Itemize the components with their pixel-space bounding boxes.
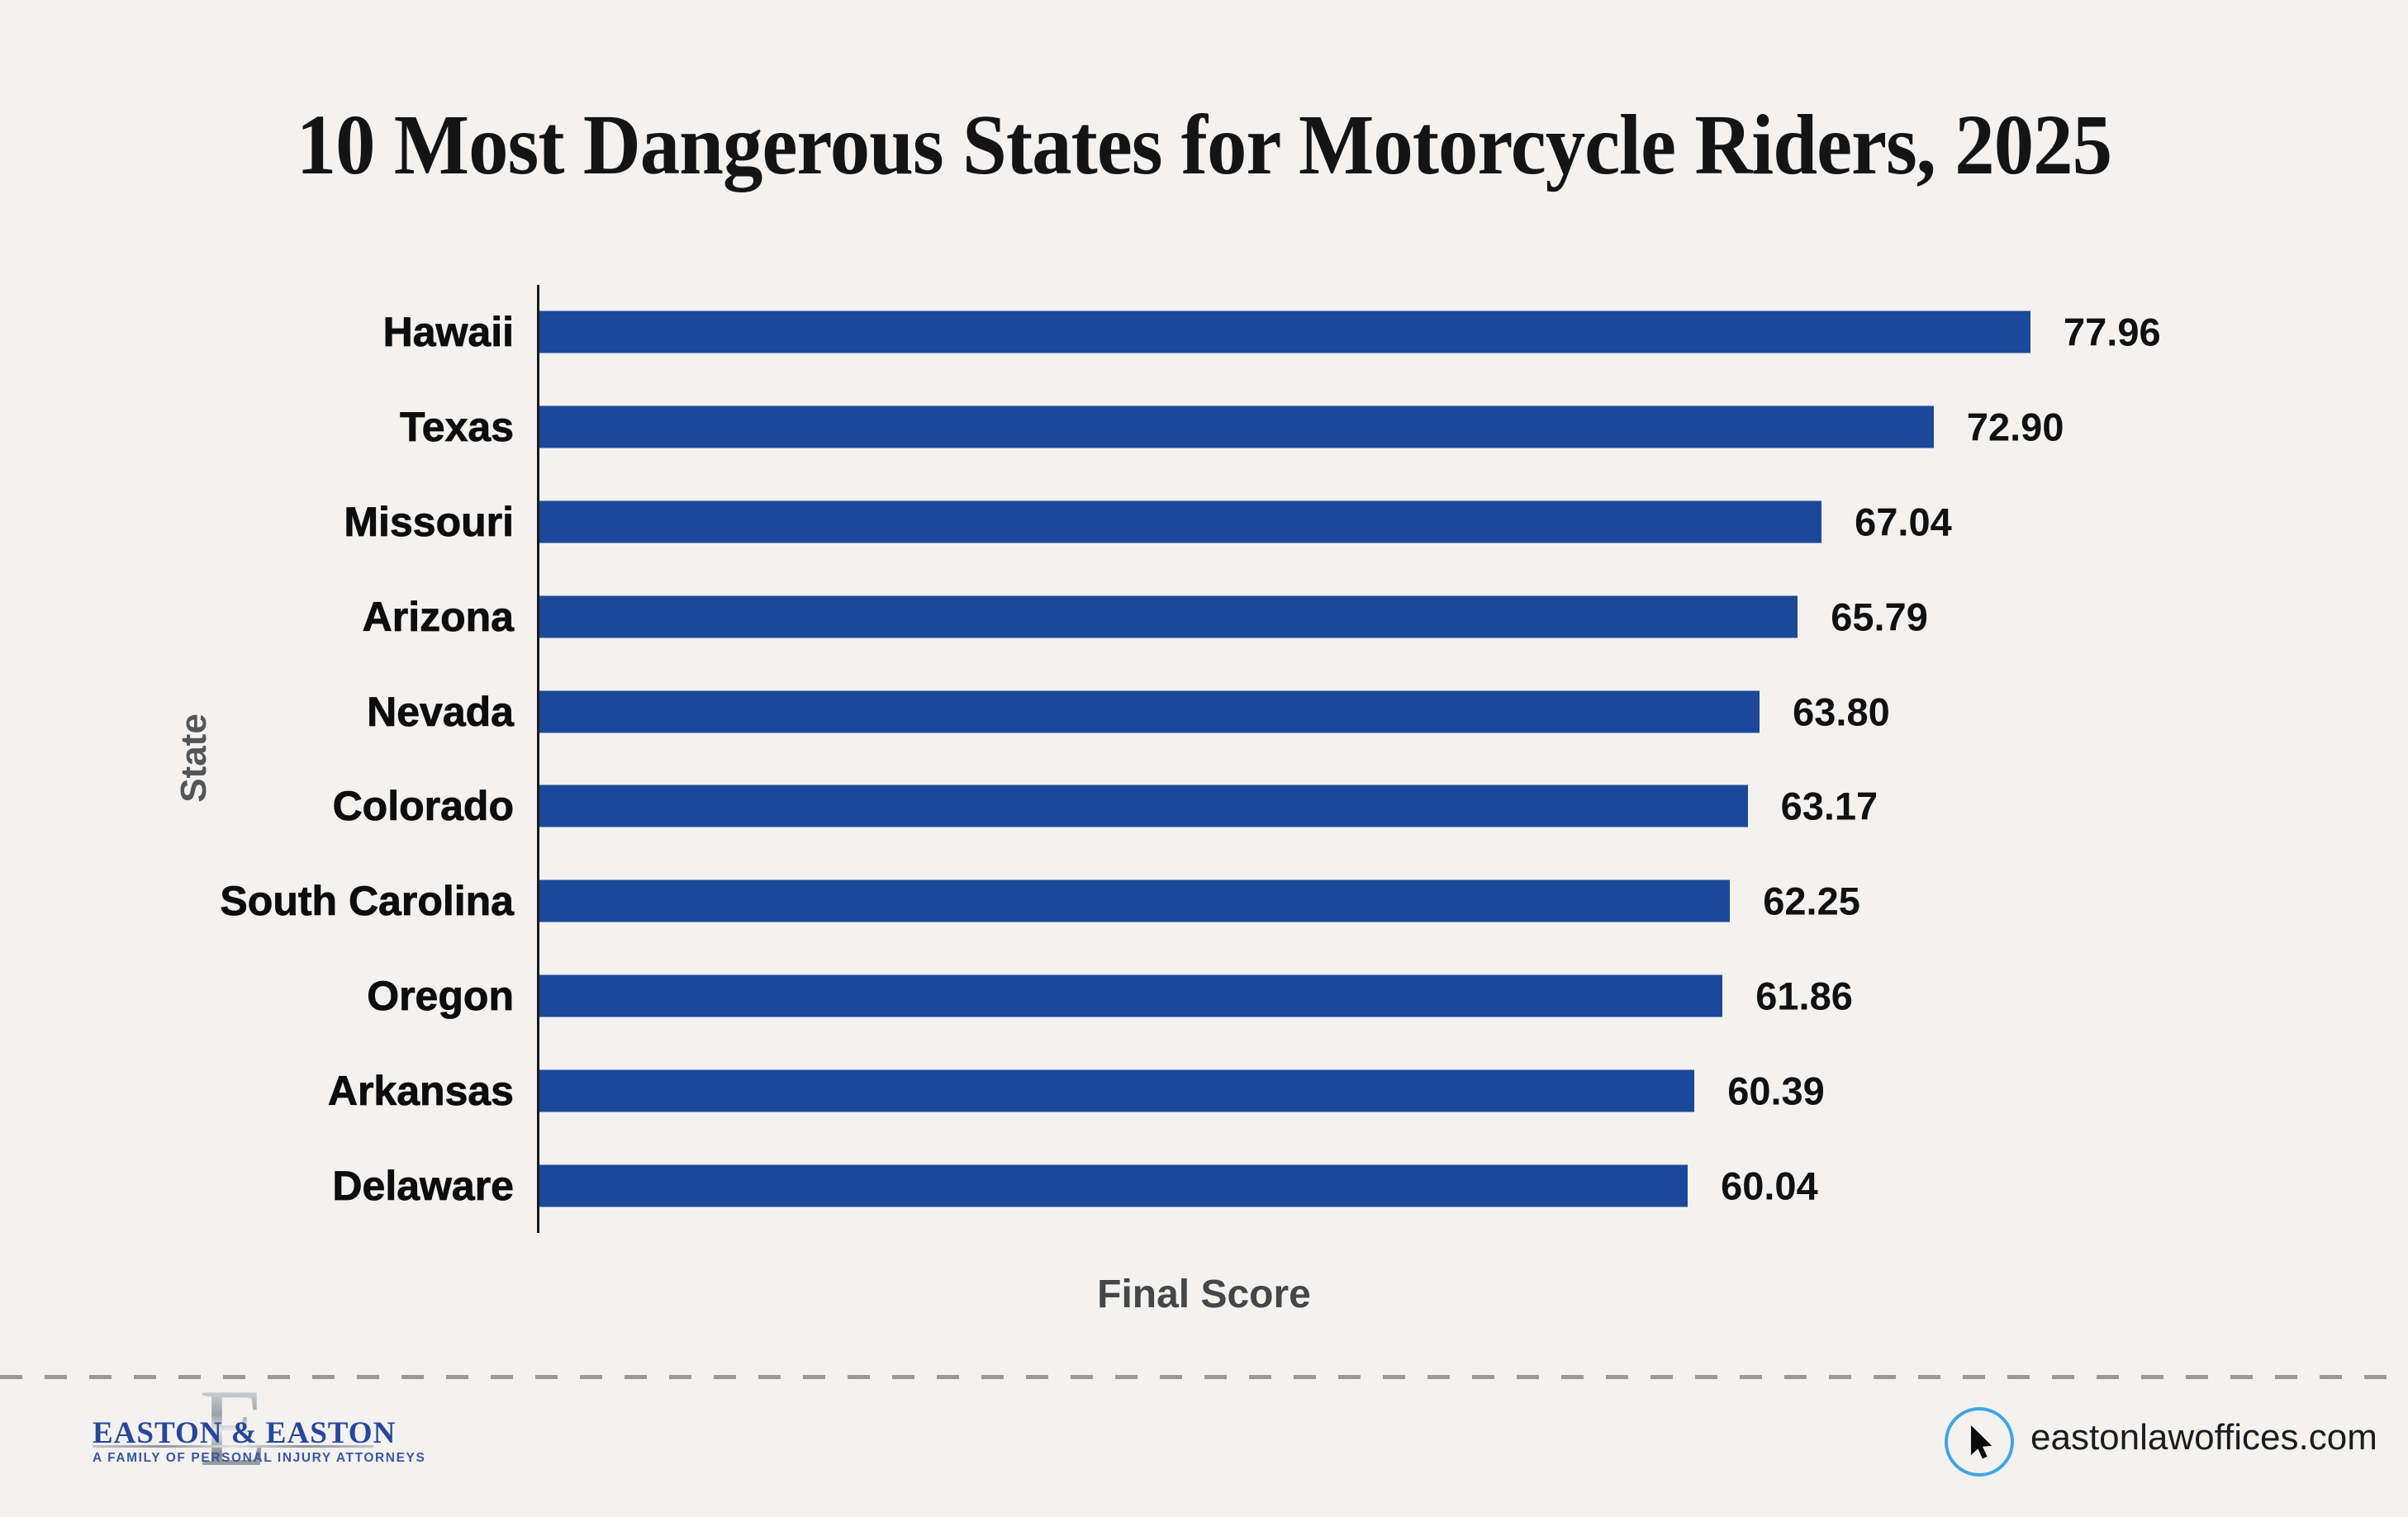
score-bar	[539, 1069, 1695, 1112]
score-value-label: 60.04	[1721, 1164, 1818, 1208]
bar-row: Hawaii 77.96	[0, 285, 2408, 380]
bar-row: Arkansas 60.39	[0, 1043, 2408, 1138]
score-value-label: 72.90	[1966, 405, 2064, 449]
score-bar	[539, 500, 1822, 543]
state-label: Missouri	[344, 498, 514, 546]
state-label: South Carolina	[220, 878, 514, 925]
page-title: 10 Most Dangerous States for Motorcycle …	[0, 96, 2408, 194]
score-bar	[539, 311, 2030, 353]
x-axis-label: Final Score	[1097, 1273, 1311, 1316]
score-bar	[539, 1164, 1688, 1207]
state-label: Delaware	[332, 1162, 514, 1209]
score-value-label: 62.25	[1763, 879, 1860, 923]
bar-row: Colorado 63.17	[0, 759, 2408, 854]
score-value-label: 63.80	[1793, 690, 1890, 734]
cursor-circle	[1945, 1407, 2014, 1477]
state-label: Colorado	[332, 783, 514, 830]
state-label: Nevada	[367, 688, 515, 735]
bar-row: Missouri 67.04	[0, 475, 2408, 570]
logo-wordmark: EASTON & EASTON	[93, 1416, 397, 1450]
state-label: Arizona	[362, 593, 514, 640]
score-value-label: 63.17	[1780, 784, 1878, 828]
score-bar	[539, 690, 1760, 733]
state-label: Arkansas	[327, 1067, 514, 1114]
score-bar	[539, 785, 1748, 827]
bar-row: Oregon 61.86	[0, 949, 2408, 1044]
state-label: Texas	[399, 404, 515, 451]
score-value-label: 65.79	[1831, 595, 1928, 639]
page-title-text: 10 Most Dangerous States for Motorcycle …	[296, 97, 2112, 192]
score-bar	[539, 595, 1798, 638]
logo-monogram: E	[199, 1367, 267, 1489]
score-value-label: 61.86	[1755, 974, 1853, 1018]
website-text: eastonlawoffices.com	[2030, 1417, 2377, 1458]
bar-row: Nevada 63.80	[0, 664, 2408, 759]
state-label: Hawaii	[382, 309, 514, 356]
bar-row: Arizona 65.79	[0, 569, 2408, 664]
bar-row: South Carolina 62.25	[0, 854, 2408, 949]
bar-row: Delaware 60.04	[0, 1138, 2408, 1233]
score-bar	[539, 879, 1731, 922]
y-axis-label: State	[173, 713, 214, 803]
score-bar	[539, 405, 1934, 448]
score-value-label: 77.96	[2064, 310, 2161, 354]
bar-chart: Hawaii 77.96 Texas 72.90 Missouri 67.04 Arizon…	[0, 285, 2408, 1233]
score-bar	[539, 974, 1723, 1017]
logo-tagline: A FAMILY OF PERSONAL INJURY ATTORNEYS	[93, 1451, 426, 1465]
y-axis-line	[537, 285, 539, 1233]
easton-logo: E EASTON & EASTON A FAMILY OF PERSONAL I…	[93, 1372, 426, 1483]
score-value-label: 67.04	[1855, 500, 1952, 544]
mouse-cursor-icon	[1971, 1425, 1992, 1459]
logo-divider-line	[93, 1445, 373, 1448]
state-label: Oregon	[367, 972, 515, 1020]
dashed-divider	[0, 1375, 2408, 1379]
score-value-label: 60.39	[1727, 1069, 1825, 1113]
bar-row: Texas 72.90	[0, 380, 2408, 475]
